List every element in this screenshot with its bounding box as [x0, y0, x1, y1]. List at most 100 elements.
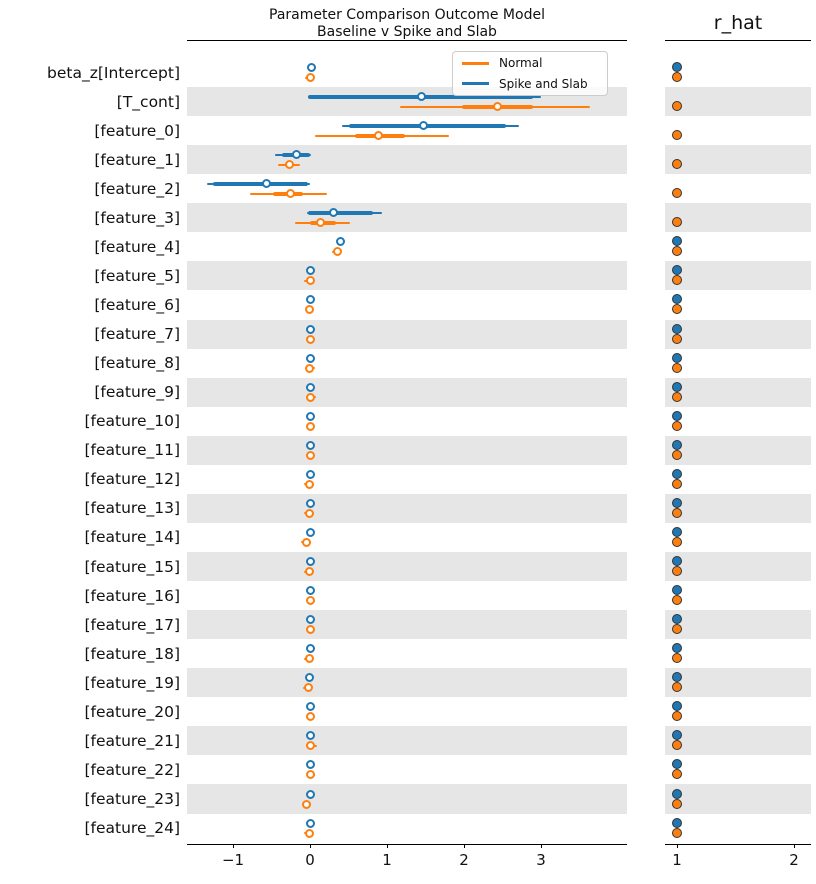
row-label: [feature_21] [84, 731, 180, 750]
spike-median-marker [305, 440, 315, 450]
normal-median-marker [305, 334, 315, 344]
row-label: [feature_6] [94, 295, 180, 314]
spike-median-marker [305, 702, 315, 712]
legend-label: Normal [499, 56, 543, 71]
row-label: [feature_19] [84, 673, 180, 692]
normal-rhat-marker [671, 769, 682, 780]
row-label: [feature_8] [94, 354, 180, 373]
row-label: [feature_17] [84, 615, 180, 634]
row-band [665, 203, 811, 233]
spike-rhat-marker [671, 323, 682, 334]
spike-rhat-marker [671, 62, 682, 72]
row-band [187, 319, 627, 349]
normal-median-marker [304, 508, 314, 518]
x-axis-tick [309, 844, 311, 848]
spike-rhat-marker [671, 614, 682, 625]
spike-median-marker [307, 63, 317, 72]
row-band [665, 610, 811, 640]
spike-median-marker [305, 411, 315, 421]
normal-rhat-marker [671, 217, 682, 228]
normal-rhat-marker [671, 798, 682, 809]
normal-rhat-marker [671, 333, 682, 344]
row-label: [feature_2] [94, 179, 180, 198]
normal-median-marker [302, 537, 312, 547]
normal-median-marker [304, 654, 314, 664]
normal-rhat-marker [671, 740, 682, 751]
row-band [187, 610, 627, 640]
row-label: [feature_11] [84, 441, 180, 460]
spike-median-marker [305, 382, 315, 392]
spike-rhat-marker [671, 294, 682, 305]
row-label: [feature_18] [84, 644, 180, 663]
normal-median-marker [316, 218, 326, 228]
row-label: [feature_20] [84, 702, 180, 721]
rhat-axis-tick-label: 1 [672, 851, 682, 869]
x-axis-tick [540, 844, 542, 848]
normal-rhat-marker [671, 159, 682, 170]
normal-rhat-marker [671, 449, 682, 460]
chart-title-line1: Parameter Comparison Outcome Model [269, 7, 545, 23]
spike-median-marker [328, 208, 338, 218]
normal-rhat-marker [671, 188, 682, 199]
row-band [665, 145, 811, 175]
spike-rhat-marker [671, 759, 682, 770]
axis-spine [665, 40, 811, 41]
spike-median-marker [335, 237, 345, 247]
normal-median-marker [284, 160, 294, 170]
row-label: [feature_24] [84, 819, 180, 838]
row-band [187, 551, 627, 582]
row-label: [feature_4] [94, 237, 180, 256]
spike-quartile-interval [212, 181, 309, 186]
x-axis-tick [386, 844, 388, 848]
row-band [665, 784, 811, 814]
spike-median-marker [305, 527, 315, 537]
row-band [665, 87, 811, 117]
axis-spine [187, 40, 627, 41]
axis-spine [187, 844, 627, 845]
normal-median-marker [305, 73, 315, 82]
normal-rhat-marker [671, 624, 682, 635]
spike-rhat-marker [671, 439, 682, 450]
row-label: [T_cont] [116, 92, 180, 111]
chart-title: Parameter Comparison Outcome Model Basel… [187, 7, 627, 41]
normal-median-marker [305, 712, 315, 722]
spike-rhat-marker [671, 410, 682, 421]
normal-rhat-marker [671, 566, 682, 577]
row-band [187, 668, 627, 698]
normal-rhat-marker [671, 536, 682, 547]
row-label: [feature_7] [94, 325, 180, 344]
spike-median-marker [305, 789, 315, 799]
row-band [665, 435, 811, 465]
normal-median-marker [305, 596, 315, 606]
normal-rhat-marker [671, 711, 682, 722]
row-band [187, 493, 627, 523]
spike-median-marker [305, 353, 315, 363]
normal-rhat-marker [671, 420, 682, 431]
normal-rhat-marker [671, 827, 682, 838]
row-label: beta_z[Intercept] [47, 63, 180, 82]
normal-median-marker [493, 102, 503, 112]
row-label: [feature_9] [94, 383, 180, 402]
spike-median-marker [419, 121, 429, 131]
normal-rhat-marker [671, 682, 682, 693]
normal-median-marker [306, 741, 316, 751]
row-band [187, 726, 627, 756]
normal-rhat-marker [671, 595, 682, 606]
spike-rhat-marker [671, 730, 682, 741]
row-label: [feature_23] [84, 790, 180, 808]
spike-median-marker [261, 179, 271, 189]
normal-median-marker [305, 770, 315, 780]
spike-rhat-marker [671, 352, 682, 363]
row-label: [feature_1] [94, 150, 180, 169]
rhat-panel-title: r_hat [713, 12, 763, 34]
row-band [665, 668, 811, 698]
normal-rhat-marker [671, 304, 682, 315]
row-label: [feature_13] [84, 499, 180, 518]
normal-rhat-marker [671, 507, 682, 518]
x-axis-tick-label: 1 [382, 851, 392, 869]
spike-rhat-marker [671, 701, 682, 712]
row-label: [feature_5] [94, 266, 180, 285]
row-band [187, 145, 627, 175]
spike-rhat-marker [671, 265, 682, 276]
